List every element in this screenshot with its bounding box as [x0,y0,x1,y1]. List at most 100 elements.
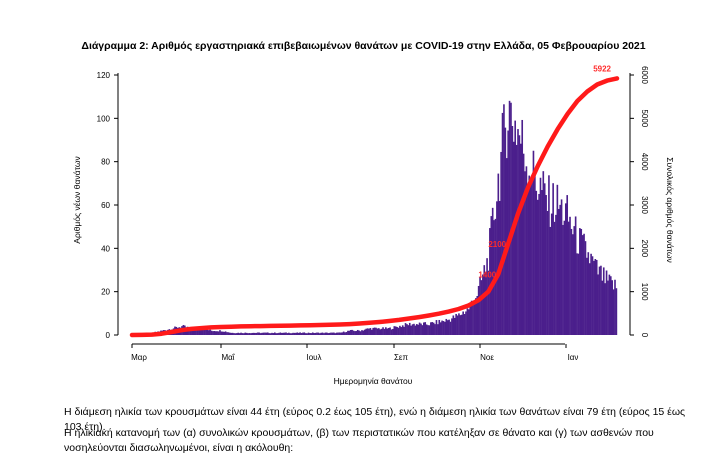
daily-death-bar [597,274,599,335]
daily-death-bar [546,210,549,335]
daily-death-bar [283,332,286,335]
y-tick-label: 60 [101,201,110,210]
daily-death-bar [489,228,491,335]
daily-death-bar [470,300,473,335]
daily-death-bar [522,153,525,335]
daily-death-bar [248,333,251,335]
x-tick-label: Ιαν [568,353,579,362]
daily-death-bar [337,332,339,335]
daily-death-bar [313,333,315,335]
daily-death-bar [382,327,384,335]
y-tick-label: 20 [101,288,110,297]
daily-death-bar [220,331,223,335]
daily-death-bar [532,150,535,335]
daily-death-bar [539,177,542,335]
daily-death-bar [496,201,498,335]
x-axis-title: Ημερομηνία θανάτου [334,376,413,386]
daily-death-bar [559,204,561,335]
daily-death-bar [247,333,249,335]
daily-death-bar [192,329,195,335]
daily-death-bar [415,324,418,335]
daily-death-bar [275,333,278,335]
daily-death-bar [432,322,435,335]
daily-death-bar [370,329,373,335]
daily-death-bar [591,256,594,335]
daily-death-bar [241,333,244,335]
daily-death-bar [205,328,207,335]
daily-death-bar [453,317,456,335]
daily-death-bar [257,332,259,335]
y-tick-label: 0 [106,331,111,340]
daily-death-bar [612,289,615,335]
daily-death-bar [607,280,609,335]
cumulative-point-label: 5922 [593,64,611,73]
daily-death-bar [518,135,521,335]
daily-death-bar [406,324,408,335]
daily-death-bar [455,313,457,335]
daily-death-bar [351,329,353,335]
daily-death-bar [295,332,297,335]
daily-death-bar [278,332,280,335]
daily-death-bar [601,280,604,335]
daily-death-bar [410,325,412,335]
daily-death-bar [362,330,365,335]
daily-death-bar [297,332,300,335]
daily-death-bar [285,332,287,335]
daily-death-bar [527,188,529,335]
daily-death-bar [328,332,331,335]
daily-death-bar [245,332,248,335]
daily-death-bar [240,332,242,335]
daily-death-bar [590,253,592,335]
daily-death-bar [420,323,422,335]
daily-death-bar [510,102,512,335]
daily-death-bar [477,285,480,335]
daily-death-bar [386,328,389,335]
daily-death-bar [317,332,320,335]
daily-death-bar [466,308,469,335]
daily-death-bar [448,319,450,335]
daily-death-bar [538,193,540,335]
daily-death-bar [238,333,241,335]
daily-death-bar [399,325,401,335]
chart: 0 20 40 60 80 100 120 0 1000 2000 3000 4000 5000 6000… [72,64,675,386]
daily-death-bar [254,332,256,335]
daily-death-bar [439,322,442,335]
daily-death-bar [413,323,415,335]
daily-death-bar [375,327,377,335]
daily-death-bar [434,324,436,335]
daily-death-bar [393,326,396,335]
daily-death-bar [491,207,494,335]
daily-death-bar [335,332,338,335]
daily-death-bar [290,333,293,335]
daily-death-bar [373,327,376,335]
daily-death-bar [282,332,285,335]
daily-death-bar [400,327,403,335]
daily-death-bar [549,226,552,335]
y-tick-label: 40 [101,244,110,253]
daily-death-bar [330,332,332,335]
daily-death-bar [543,183,546,335]
daily-death-bar [615,288,618,335]
daily-death-bar [577,253,580,335]
daily-death-bar [304,333,307,335]
daily-death-bar [611,280,613,335]
daily-death-bar [224,331,227,335]
daily-death-bar [289,333,292,335]
daily-death-bar [314,332,317,335]
daily-death-bar [250,333,252,335]
daily-death-bar [542,171,545,335]
daily-death-bar [541,190,543,335]
x-tick-label: Σεπ [394,353,409,362]
daily-death-bar [324,332,327,335]
daily-death-bar [467,309,470,335]
daily-death-bar [584,241,587,335]
daily-death-bar [586,257,588,335]
daily-death-bar [236,333,238,335]
daily-death-bar [566,195,569,335]
daily-death-bar [293,332,296,335]
y-tick-label: 100 [97,114,111,123]
daily-death-bar [234,333,237,335]
daily-death-bar [517,129,519,335]
daily-death-bar [531,180,533,335]
ticks-group: 0 20 40 60 80 100 120 0 1000 2000 3000 4000 5000 6000… [97,66,649,362]
